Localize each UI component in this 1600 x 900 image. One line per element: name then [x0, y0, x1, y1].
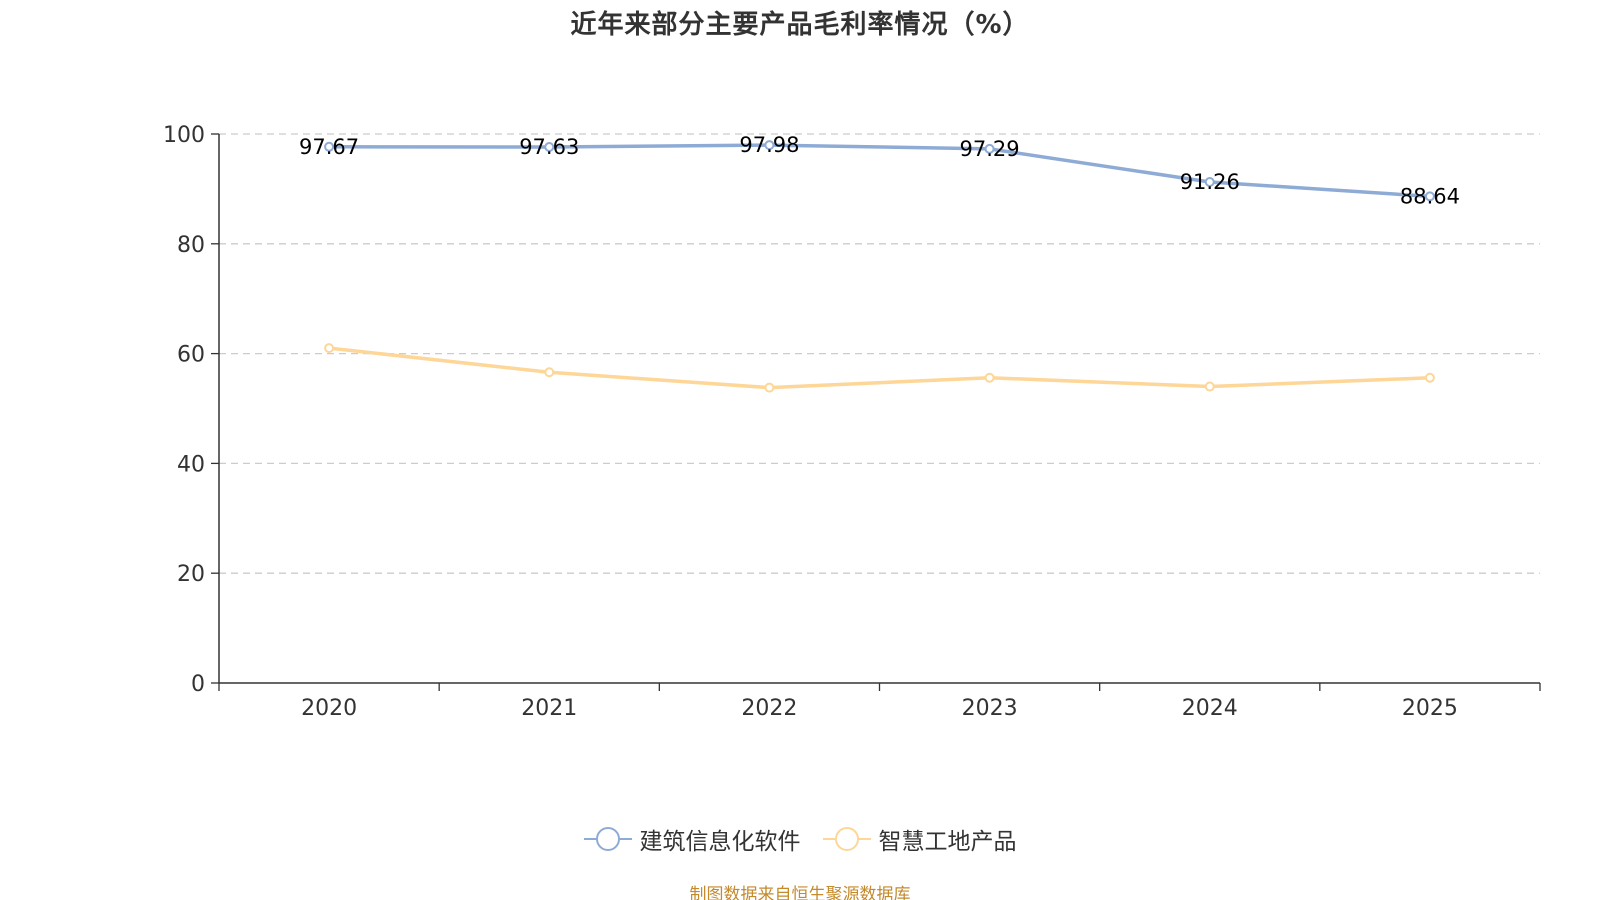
- y-tick-label: 40: [177, 452, 205, 477]
- data-point[interactable]: [324, 343, 335, 354]
- x-tick-label: 2021: [521, 696, 577, 721]
- legend-line-circle-icon: [822, 827, 871, 851]
- data-point[interactable]: [984, 372, 995, 383]
- y-tick-label: 0: [191, 672, 205, 697]
- legend-label-series-2: 智慧工地产品: [878, 829, 1017, 855]
- data-label: 97.98: [739, 133, 799, 157]
- data-label: 97.67: [299, 135, 359, 159]
- series-line-2: [328, 346, 1430, 390]
- legend-label-series-1: 建筑信息化软件: [639, 829, 801, 855]
- data-point[interactable]: [324, 141, 335, 152]
- series-line-1: [329, 143, 1431, 199]
- y-tick-label: 100: [163, 123, 205, 148]
- source-note: 制图数据来自恒生聚源数据库: [689, 885, 911, 900]
- data-point[interactable]: [764, 140, 775, 151]
- data-point[interactable]: [1204, 176, 1215, 187]
- y-tick-label: 80: [177, 233, 205, 258]
- data-point[interactable]: [1424, 191, 1435, 202]
- data-label: 91.26: [1180, 170, 1240, 194]
- legend-item-series-1[interactable]: 建筑信息化软件: [583, 822, 801, 856]
- data-label: 88.64: [1400, 184, 1460, 208]
- y-tick-label: 60: [177, 343, 205, 368]
- legend: 建筑信息化软件 智慧工地产品: [0, 822, 1600, 856]
- data-point[interactable]: [544, 367, 555, 378]
- data-label: 97.63: [519, 135, 579, 159]
- data-point[interactable]: [984, 143, 995, 154]
- data-label: 97.29: [960, 137, 1020, 161]
- chart-title: 近年来部分主要产品毛利率情况（%）: [570, 10, 1030, 40]
- data-point[interactable]: [1424, 372, 1435, 383]
- x-tick-label: 2020: [301, 696, 357, 721]
- data-point[interactable]: [544, 142, 555, 153]
- x-tick-label: 2022: [741, 696, 797, 721]
- y-tick-label: 20: [177, 562, 205, 587]
- x-tick-label: 2024: [1182, 696, 1238, 721]
- legend-item-series-2[interactable]: 智慧工地产品: [822, 822, 1017, 856]
- x-tick-label: 2025: [1402, 696, 1458, 721]
- x-tick-label: 2023: [962, 696, 1018, 721]
- data-point[interactable]: [1204, 381, 1215, 392]
- data-point[interactable]: [764, 382, 775, 393]
- legend-line-circle-icon: [583, 827, 632, 851]
